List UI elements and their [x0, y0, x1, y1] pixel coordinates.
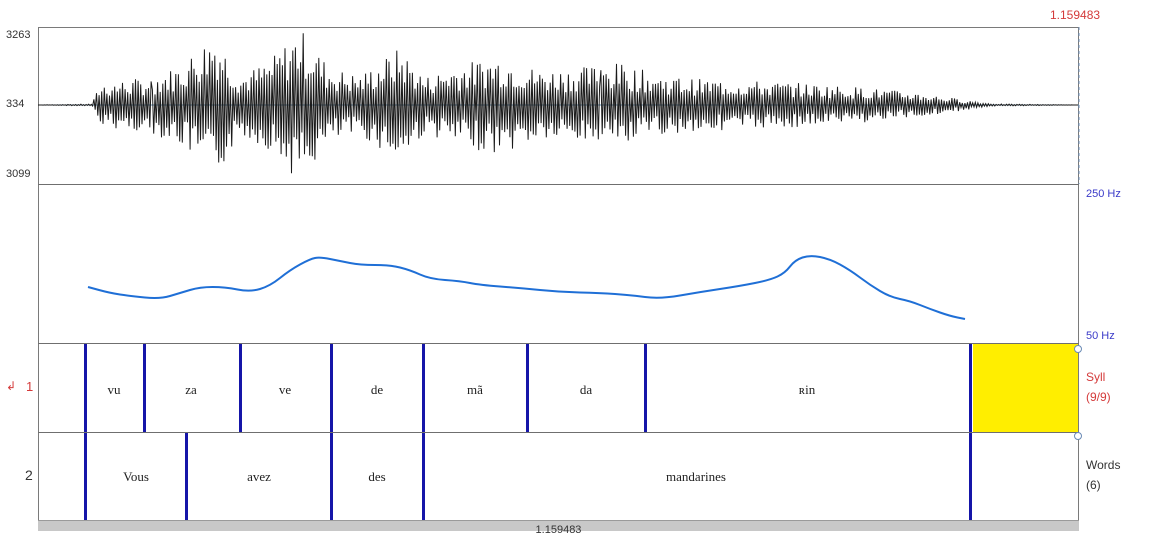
tier-2-number[interactable]: 2 [25, 467, 33, 483]
tier-1-boundary[interactable] [84, 344, 87, 432]
tier-2-interval-text[interactable]: avez [247, 469, 271, 484]
pitch-min-label: 50 Hz [1086, 330, 1115, 342]
selection-region[interactable] [973, 344, 1078, 432]
tier-1-name: Syll [1086, 370, 1106, 384]
tier-1-boundary[interactable] [239, 344, 242, 432]
tier-1-number[interactable]: 1 [26, 379, 34, 394]
tier-1-interval-text[interactable]: mã [467, 382, 483, 397]
tier-2-boundary[interactable] [330, 433, 333, 520]
tier-2-interval-text[interactable]: mandarines [666, 469, 726, 484]
tier-2-boundary[interactable] [185, 433, 188, 520]
tier-2-interval-text[interactable]: Vous [123, 469, 149, 484]
tier-divider [38, 432, 1079, 433]
pitch-bottom-divider [38, 343, 1079, 344]
waveform-max-label: 3263 [6, 29, 31, 41]
waveform-zero-label: 334 [6, 98, 25, 110]
tier-2-boundary[interactable] [84, 433, 87, 520]
tier-1-boundary[interactable] [143, 344, 146, 432]
selection-handle-top[interactable] [1074, 345, 1082, 353]
tier-1-interval-text[interactable]: ʀin [798, 382, 816, 397]
tier-1-boundary[interactable] [526, 344, 529, 432]
tier-2-interval-text[interactable]: des [368, 469, 386, 484]
cursor-time-label: 1.159483 [1050, 8, 1101, 22]
time-bar[interactable]: 1.159483 [38, 520, 1079, 536]
tier-1-boundary[interactable] [969, 344, 972, 432]
time-bar-label: 1.159483 [535, 524, 582, 536]
tier-1-interval-text[interactable]: vu [107, 382, 121, 397]
tier-1-boundary[interactable] [422, 344, 425, 432]
pitch-max-label: 250 Hz [1086, 188, 1121, 200]
tier-2-count: (6) [1086, 478, 1101, 492]
waveform-min-label: 3099 [6, 168, 31, 180]
tier-2-name: Words [1086, 458, 1121, 472]
tier-1-boundary[interactable] [330, 344, 333, 432]
tier-1-interval-text[interactable]: da [579, 382, 593, 397]
tier-1-boundary[interactable] [644, 344, 647, 432]
selection-handle-bottom[interactable] [1074, 432, 1082, 440]
tier-1-interval-text[interactable]: de [370, 382, 384, 397]
waveform-bottom-divider [38, 184, 1079, 185]
tier-1-interval-text[interactable]: za [185, 382, 197, 397]
tier-1-count: (9/9) [1086, 390, 1111, 404]
pitch-curve [87, 255, 966, 320]
tier-2-boundary[interactable] [422, 433, 425, 520]
waveform-trace [38, 33, 1078, 174]
tier-1-interval-text[interactable]: ve [278, 382, 292, 397]
tier-2-boundary[interactable] [969, 433, 972, 520]
tier-1-marker-icon: ↲ [6, 379, 17, 393]
